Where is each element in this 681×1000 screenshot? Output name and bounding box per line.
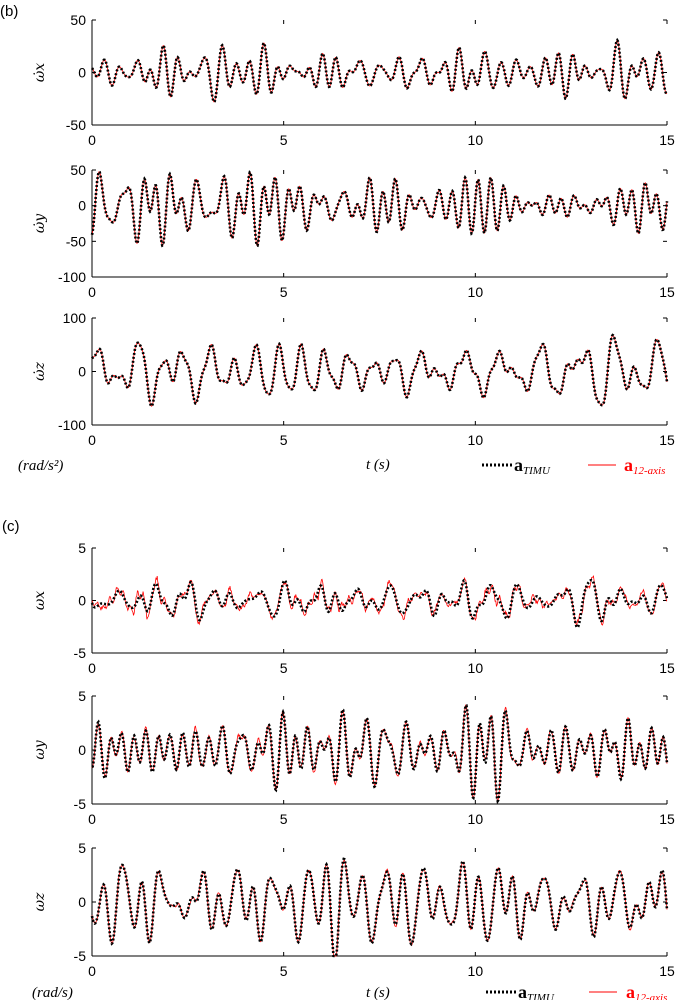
x-tick-label: 0 [88,284,96,300]
x-tick-label: 15 [659,963,675,979]
legend-label-timu-b: aTIMU [514,455,551,477]
x-tick-label: 5 [280,811,288,827]
units-label-c: (rad/s) [32,985,73,1000]
legend-b: aTIMU a12-axis [482,455,665,477]
units-label-b: (rad/s²) [18,458,63,474]
x-tick-label: 0 [88,132,96,148]
x-tick-label: 10 [468,132,484,148]
y-tick-label: -5 [74,948,87,964]
y-axis-label: ωy [32,739,48,759]
y-tick-label: 0 [78,198,86,214]
y-tick-label: -50 [66,233,86,249]
y-axis-label: ω̇x [32,63,48,82]
series-line-timu [90,169,669,248]
y-axis-label: ωz [32,892,48,911]
x-tick-label: 0 [88,963,96,979]
legend-label-timu-c: aTIMU [518,982,555,1000]
y-tick-label: 100 [63,310,87,326]
y-tick-label: 50 [70,162,86,178]
x-axis-label-b: t (s) [366,457,390,473]
x-tick-label: 0 [88,660,96,676]
x-tick-label: 15 [659,811,675,827]
x-tick-label: 5 [280,660,288,676]
series-line-timu [90,857,669,958]
x-tick-label: 5 [280,963,288,979]
x-tick-label: 15 [659,660,675,676]
y-tick-label: 50 [70,12,86,28]
x-tick-label: 15 [659,132,675,148]
x-tick-label: 10 [468,284,484,300]
x-tick-label: 5 [280,432,288,448]
x-tick-label: 10 [468,432,484,448]
legend-label-12axis-b: a12-axis [624,455,665,477]
y-tick-label: 5 [78,540,86,556]
y-tick-label: 5 [78,840,86,856]
series-line-12-axis [91,334,668,407]
subplot-2: -100 -50 0 50 0 5 10 15 ω̇y [32,162,675,300]
series-line-timu [90,578,669,629]
y-tick-label: 5 [78,688,86,704]
y-tick-label: 0 [78,894,86,910]
x-tick-label: 5 [280,132,288,148]
x-tick-label: 0 [88,811,96,827]
x-tick-label: 0 [88,432,96,448]
y-axis-label: ω̇y [32,213,48,233]
y-tick-label: -100 [58,417,86,433]
x-tick-label: 10 [468,660,484,676]
y-tick-label: 0 [78,364,86,380]
series-line-timu [90,333,669,409]
x-tick-label: 15 [659,284,675,300]
panel-label-b: (b) [0,3,18,20]
x-axis-label-c: t (s) [366,985,390,1000]
panel-label-c: (c) [2,518,20,535]
x-tick-label: 5 [280,284,288,300]
y-axis-label: ωx [32,591,48,610]
series-line-12-axis [91,704,668,804]
y-axis-label: ω̇z [32,361,48,380]
series-line-timu [90,37,668,104]
y-tick-label: 0 [78,742,86,758]
legend-c: aTIMU a12-axis [486,982,667,1000]
x-tick-label: 15 [659,432,675,448]
series-line-12-axis [91,859,668,957]
legend-label-12axis-c: a12-axis [626,982,667,1000]
y-tick-label: 0 [78,65,86,81]
y-tick-label: -5 [74,796,87,812]
y-tick-label: -5 [74,645,87,661]
series-line-timu [91,704,669,805]
y-tick-label: -100 [58,269,86,285]
x-tick-label: 10 [468,811,484,827]
y-tick-label: 0 [78,593,86,609]
y-tick-label: -50 [66,117,86,133]
series-line-12-axis [91,39,668,103]
x-tick-label: 10 [468,963,484,979]
